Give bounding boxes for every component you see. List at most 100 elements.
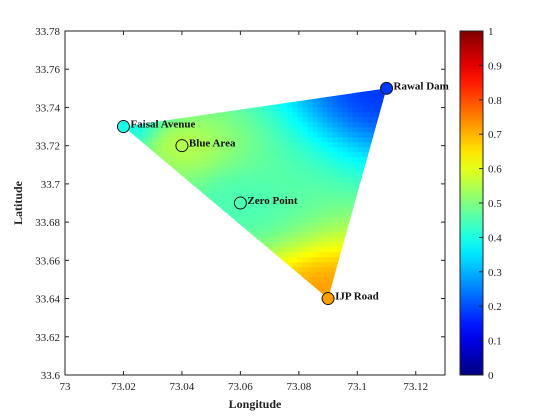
heat-cell (302, 202, 309, 208)
heat-cell (237, 162, 244, 168)
heat-cell (307, 262, 314, 268)
heat-cell (197, 142, 204, 148)
heat-cell (212, 172, 219, 178)
heat-cell (152, 137, 159, 143)
heat-cell (277, 112, 284, 118)
heat-cell (137, 137, 144, 143)
heat-cell (352, 142, 359, 148)
heat-cell (257, 207, 264, 213)
heat-cell (322, 247, 329, 253)
heat-cell (172, 152, 179, 158)
heat-cell (282, 172, 289, 178)
heat-cell (287, 232, 294, 238)
heat-cell (327, 202, 334, 208)
heat-cell (312, 197, 319, 203)
heat-cell (182, 157, 189, 163)
heat-cell (237, 157, 244, 163)
heat-cell (247, 157, 254, 163)
heat-cell (322, 187, 329, 193)
heat-cell (187, 162, 194, 168)
heat-cell (362, 147, 369, 153)
heat-cell (217, 122, 224, 128)
heat-cell (337, 102, 344, 108)
heat-cell (252, 117, 259, 123)
x-tick-label: 73 (60, 381, 72, 393)
heat-cell (152, 132, 159, 138)
heat-cell (352, 167, 359, 173)
heat-cell (307, 182, 314, 188)
heat-cell (277, 197, 284, 203)
heat-cell (302, 257, 309, 263)
heat-cell (342, 117, 349, 123)
heat-cell (297, 222, 304, 228)
heat-cell (302, 117, 309, 123)
heat-cell (317, 287, 324, 293)
heat-cell (237, 152, 244, 158)
heat-cell (302, 232, 309, 238)
heat-cell (272, 192, 279, 198)
heat-cell (362, 132, 369, 138)
heat-cell (277, 212, 284, 218)
heat-cell (287, 137, 294, 143)
heat-cell (277, 152, 284, 158)
heat-cell (317, 272, 324, 278)
points-layer: Faisal Avenue Blue Area Zero Point Rawal Da… (116, 80, 449, 306)
heat-cell (282, 142, 289, 148)
heat-cell (257, 127, 264, 133)
heat-cell (297, 272, 304, 278)
heat-cell (297, 242, 304, 248)
heat-cell (352, 122, 359, 128)
heat-cell (222, 152, 229, 158)
heat-cell (292, 207, 299, 213)
heat-cell (277, 132, 284, 138)
heat-cell (237, 177, 244, 183)
heat-cell (257, 232, 264, 238)
heat-cell (247, 167, 254, 173)
heat-cell (312, 232, 319, 238)
heat-cell (172, 147, 179, 153)
y-tick-label: 33.64 (35, 294, 60, 306)
heat-cell (252, 222, 259, 228)
heat-cell (367, 137, 374, 143)
heat-cell (332, 117, 339, 123)
heat-cell (257, 107, 264, 113)
heat-cell (162, 137, 169, 143)
heat-cell (342, 177, 349, 183)
x-tick-label: 73.12 (403, 381, 428, 393)
heat-cell (282, 102, 289, 108)
heat-cell (262, 227, 269, 233)
heat-cell (282, 127, 289, 133)
axes-layer: 73 73.02 73.04 73.06 73.08 73.1 73.12 33.6 33.62… (35, 26, 446, 393)
heat-cell (307, 167, 314, 173)
heat-cell (237, 122, 244, 128)
heat-cell (322, 252, 329, 258)
heat-cell (247, 227, 254, 233)
heat-cell (292, 262, 299, 268)
heat-cell (212, 147, 219, 153)
heat-cell (222, 162, 229, 168)
heat-cell (207, 152, 214, 158)
heat-cell (252, 207, 259, 213)
heat-cell (317, 147, 324, 153)
heat-cell (307, 97, 314, 103)
heat-cell (232, 162, 239, 168)
heat-cell (262, 137, 269, 143)
heat-cell (247, 132, 254, 138)
heat-cell (297, 122, 304, 128)
heat-cell (292, 132, 299, 138)
heat-cell (217, 152, 224, 158)
heat-cell (297, 267, 304, 273)
heat-cell (242, 137, 249, 143)
heat-cell (317, 122, 324, 128)
heat-cell (177, 117, 184, 123)
heat-cell (222, 202, 229, 208)
heat-cell (357, 162, 364, 168)
heat-cell (227, 187, 234, 193)
heat-cell (207, 172, 214, 178)
heat-cell (347, 152, 354, 158)
heat-cell (292, 127, 299, 133)
heat-cell (332, 122, 339, 128)
heat-cell (317, 207, 324, 213)
heat-cell (337, 127, 344, 133)
